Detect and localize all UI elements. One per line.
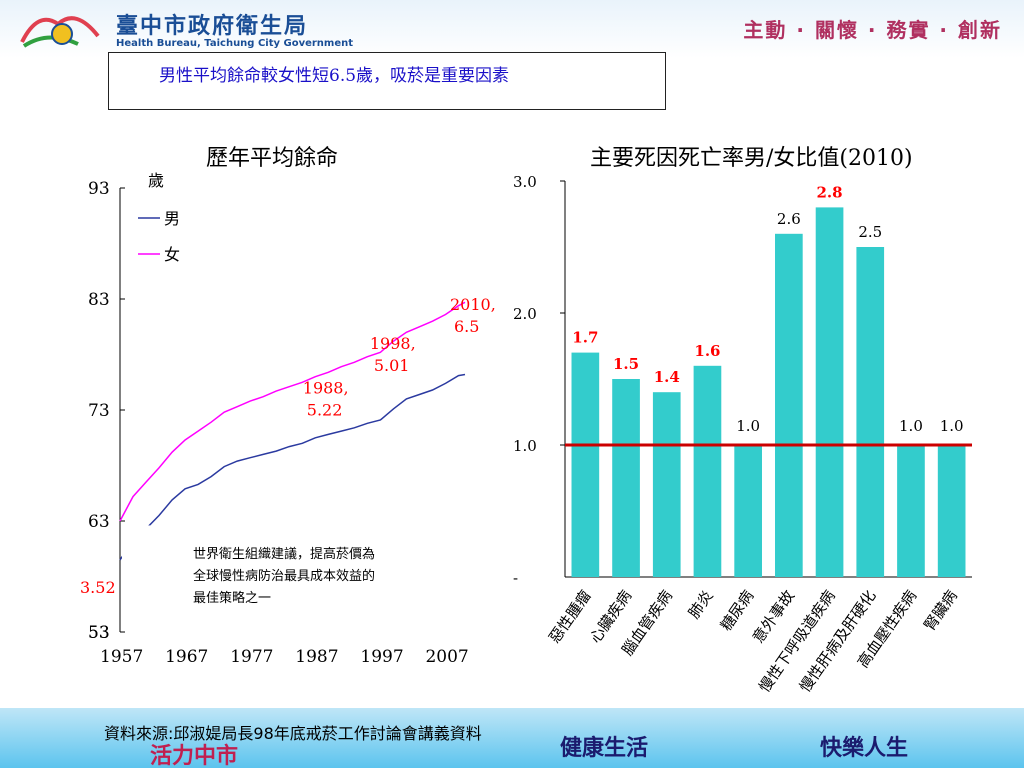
x-tick-label: 1957 [100, 647, 143, 667]
bar-value-label: 1.5 [613, 355, 639, 373]
bar-2 [652, 392, 681, 577]
legend-label: 男 [164, 209, 180, 228]
bar-value-label: 1.6 [694, 342, 720, 360]
bar-1 [612, 379, 640, 577]
line-annotation: 5.22 [307, 400, 343, 419]
who-note-line: 世界衛生組織建議，提高菸價為 [193, 546, 375, 562]
right-chart-title: 主要死因死亡率男/女比值(2010) [590, 146, 913, 171]
y-tick-label: - [513, 569, 518, 587]
footer-slogan-1: 健康生活 [560, 736, 649, 761]
series-line-男 [119, 373, 466, 561]
death-ratio-chart: 1.02.03.0-1.7惡性腫瘤1.5心臟疾病1.4腦血管疾病1.6肺炎1.0… [513, 173, 972, 696]
bar-value-label: 1.0 [899, 417, 923, 435]
line-annotation: 3.52 [80, 578, 116, 597]
who-note-line: 全球慢性病防治最具成本效益的 [193, 568, 375, 584]
bar-4 [734, 445, 762, 577]
line-annotation: 1998, [370, 334, 416, 353]
footer-banner [0, 708, 1024, 768]
footer-slogan-2: 快樂人生 [820, 736, 909, 761]
line-annotation: 1988, [303, 378, 349, 397]
x-tick-label: 1987 [295, 647, 338, 667]
bar-7 [856, 247, 885, 577]
bar-value-label: 1.7 [572, 329, 598, 347]
bar-value-label: 2.5 [858, 223, 882, 241]
line-annotation: 2010, [450, 295, 496, 314]
footer-slogan-0: 活力中市 [150, 744, 239, 769]
bar-value-label: 1.0 [940, 417, 964, 435]
slide-title-box: 男性平均餘命較女性短6.5歲，吸菸是重要因素 [108, 52, 666, 110]
bar-value-label: 2.8 [816, 183, 842, 201]
motto-text: 主動 · 關懷 · 務實 · 創新 [743, 18, 1002, 42]
health-bureau-logo [20, 16, 100, 48]
bar-value-label: 2.6 [777, 210, 801, 228]
axis-break-band [122, 525, 467, 630]
bar-value-label: 1.0 [736, 417, 760, 435]
source-text: 資料來源:邱淑媞局長98年底戒菸工作討論會講義資料 [104, 724, 482, 743]
line-annotation: 5.01 [374, 356, 410, 375]
x-tick-label: 1977 [230, 647, 273, 667]
y-tick-label: 53 [88, 623, 110, 643]
bar-0 [571, 352, 600, 577]
y-tick-label: 83 [88, 290, 110, 310]
line-annotation: 6.5 [454, 317, 479, 336]
category-label: 糖尿病 [717, 587, 758, 634]
y-axis-unit-label: 歲 [148, 171, 164, 190]
x-tick-label: 2007 [425, 647, 468, 667]
left-chart-title: 歷年平均餘命 [206, 146, 339, 171]
x-tick-label: 1997 [360, 647, 403, 667]
slide-title: 男性平均餘命較女性短6.5歲，吸菸是重要因素 [159, 66, 510, 86]
y-tick-label: 1.0 [513, 437, 537, 455]
y-tick-label: 2.0 [513, 305, 537, 323]
who-note-line: 最佳策略之一 [193, 590, 271, 606]
bar-value-label: 1.4 [654, 368, 680, 386]
series-line-女 [119, 301, 466, 522]
bar-8 [897, 445, 925, 577]
header-banner [0, 0, 1024, 58]
y-tick-label: 63 [88, 512, 110, 532]
category-label: 腎臟病 [920, 587, 961, 634]
legend-label: 女 [164, 245, 180, 264]
category-label: 肺炎 [685, 587, 717, 622]
bar-3 [693, 365, 722, 577]
bar-9 [937, 445, 966, 577]
org-name-cn: 臺中市政府衛生局 [116, 14, 309, 39]
bar-6 [815, 207, 844, 577]
y-tick-label: 93 [88, 179, 110, 199]
y-tick-label: 73 [88, 401, 110, 421]
y-tick-label: 3.0 [513, 173, 537, 191]
bar-5 [775, 233, 803, 578]
y-tick-label: 53 [88, 623, 110, 643]
x-tick-label: 1967 [165, 647, 208, 667]
org-name-en: Health Bureau, Taichung City Government [116, 38, 354, 49]
